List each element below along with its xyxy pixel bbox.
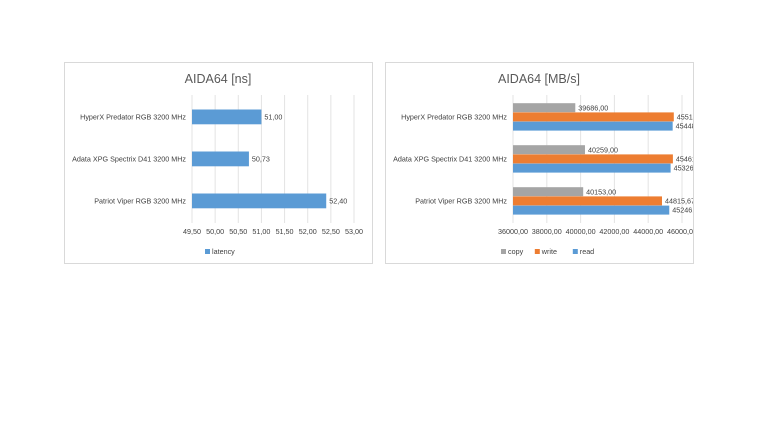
x-tick-label: 50,00 xyxy=(206,227,224,236)
bar-read xyxy=(513,205,670,215)
x-tick-label: 46000,00 xyxy=(667,227,693,236)
x-tick-label: 52,50 xyxy=(322,227,340,236)
x-tick-label: 42000,00 xyxy=(599,227,629,236)
legend-swatch-latency xyxy=(205,249,210,254)
bar-write xyxy=(513,112,674,122)
data-label: 45448,00 xyxy=(676,122,693,131)
data-label: 45246,33 xyxy=(672,206,693,215)
x-tick-label: 50,50 xyxy=(229,227,247,236)
data-label: 44815,67 xyxy=(665,197,693,206)
data-label: 40153,00 xyxy=(586,187,616,196)
bar-copy xyxy=(513,145,585,155)
legend-swatch-write xyxy=(534,249,540,254)
legend-swatch-read xyxy=(572,249,578,254)
category-label: Patriot Viper RGB 3200 MHz xyxy=(415,197,507,206)
x-tick-label: 52,00 xyxy=(299,227,317,236)
legend-label: latency xyxy=(212,247,235,256)
bar-write xyxy=(513,154,673,164)
bar-write xyxy=(513,196,662,206)
bar-latency xyxy=(192,109,262,125)
bandwidth-chart-panel: AIDA64 [MB/s] 36000,00 38000,00 40000,00 42… xyxy=(385,62,694,264)
latency-chart: AIDA64 [ns] 49,50 50,00 50,50 51,00 51,50 52,… xyxy=(72,72,363,256)
latency-chart-panel: AIDA64 [ns] 49,50 50,00 50,50 51,00 51,50 52,… xyxy=(64,62,373,264)
data-label: 40259,00 xyxy=(588,145,618,154)
x-tick-label: 51,00 xyxy=(252,227,270,236)
data-label: 52,40 xyxy=(329,197,347,206)
category-label: Adata XPG Spectrix D41 3200 MHz xyxy=(72,155,186,164)
data-label: 45326,33 xyxy=(674,164,693,173)
data-label: 39686,00 xyxy=(578,103,608,112)
x-tick-label: 40000,00 xyxy=(566,227,596,236)
data-label: 50,73 xyxy=(252,155,270,164)
legend-label: write xyxy=(541,247,557,256)
category-label: HyperX Predator RGB 3200 MHz xyxy=(401,113,507,122)
x-tick-label: 49,50 xyxy=(183,227,201,236)
x-tick-label: 36000,00 xyxy=(498,227,528,236)
legend-label: copy xyxy=(508,247,524,256)
x-tick-label: 44000,00 xyxy=(633,227,663,236)
chart-title: AIDA64 [MB/s] xyxy=(498,72,580,86)
bar-copy xyxy=(513,187,584,197)
bar-read xyxy=(513,121,673,131)
category-label: Patriot Viper RGB 3200 MHz xyxy=(94,197,186,206)
chart-title: AIDA64 [ns] xyxy=(185,72,252,86)
category-label: HyperX Predator RGB 3200 MHz xyxy=(80,113,186,122)
bar-copy xyxy=(513,103,576,113)
x-tick-label: 38000,00 xyxy=(532,227,562,236)
bar-latency xyxy=(192,193,327,209)
legend-swatch-copy xyxy=(501,249,506,254)
bandwidth-chart: AIDA64 [MB/s] 36000,00 38000,00 40000,00 42… xyxy=(393,72,693,256)
category-label: Adata XPG Spectrix D41 3200 MHz xyxy=(393,155,507,164)
x-tick-label: 53,00 xyxy=(345,227,363,236)
bar-latency xyxy=(192,151,249,167)
x-tick-label: 51,50 xyxy=(276,227,294,236)
data-label: 51,00 xyxy=(264,113,282,122)
data-label: 45461,33 xyxy=(676,155,693,164)
legend-label: read xyxy=(580,247,594,256)
bar-read xyxy=(513,163,671,173)
